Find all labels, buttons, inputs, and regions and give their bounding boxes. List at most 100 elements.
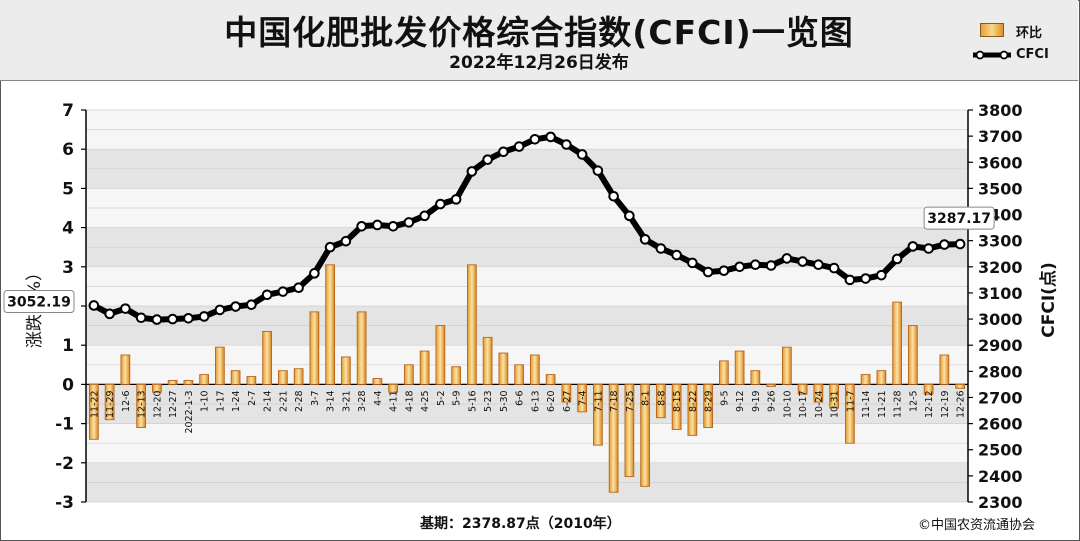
right-tick-label: 3200 [978, 258, 1023, 277]
right-tick-label: 3100 [978, 284, 1023, 303]
category-label: 11-14 [861, 390, 872, 418]
cfci-point [734, 261, 745, 273]
bar [136, 383, 146, 428]
cfci-point [860, 273, 871, 284]
cfci-point [214, 304, 226, 316]
bar [923, 383, 934, 395]
bar [782, 346, 792, 385]
category-label: 8-1 [641, 390, 652, 406]
category-label: 8-22 [688, 390, 699, 412]
cfci-point [687, 257, 698, 269]
bar [750, 370, 761, 385]
bar [388, 383, 398, 393]
category-label: 5-23 [483, 390, 494, 412]
cfci-point [529, 133, 541, 145]
bar [120, 354, 131, 385]
right-tick-label: 3600 [978, 153, 1023, 172]
chart-legend: 环比 CFCI [970, 18, 1074, 70]
category-label: 10-31 [830, 390, 841, 418]
right-tick-label: 3000 [978, 310, 1023, 329]
cfci-point [576, 149, 588, 160]
cfci-point [702, 266, 714, 278]
legend-bar-label: 环比 [1016, 26, 1043, 41]
legend-item-bar: 环比 [970, 20, 1074, 42]
bar [608, 383, 619, 493]
footer-copyright: ©中国农资流通协会 [918, 518, 1036, 533]
category-label: 11-22 [89, 390, 100, 418]
cfci-point [765, 260, 777, 271]
bar [435, 325, 446, 385]
chart-header: 中国化肥批发价格综合指数(CFCI)一览图 2022年12月26日发布 环比 C… [0, 0, 1078, 81]
cfci-point [450, 194, 462, 205]
legend-item-line: CFCI [970, 45, 1074, 67]
bar [451, 366, 461, 385]
bar [262, 331, 272, 385]
annotation-callout: 3052.19 [3, 289, 75, 313]
left-tick-label: 0 [62, 375, 74, 395]
category-label: 5-30 [499, 390, 510, 412]
cfci-point [876, 269, 887, 281]
cfci-point [309, 268, 320, 279]
bar [640, 383, 650, 487]
left-tick-label: 6 [62, 140, 74, 160]
bar [939, 354, 950, 385]
bar [860, 374, 871, 385]
bar [325, 264, 335, 385]
footer-basis: 基期：2378.87点（2010年） [420, 516, 621, 532]
category-label: 6-13 [530, 390, 541, 412]
legend-line-label: CFCI [1016, 47, 1049, 62]
left-tick-label: -3 [55, 493, 74, 513]
bar [104, 383, 115, 421]
bar [356, 311, 367, 385]
bar [719, 360, 729, 385]
category-label: 8-15 [672, 390, 683, 412]
cfci-point [498, 146, 509, 158]
bar [876, 370, 887, 385]
category-label: 1-24 [231, 390, 242, 412]
category-label: 11-29 [105, 390, 116, 418]
right-tick-label: 3700 [978, 127, 1023, 146]
bar [687, 383, 698, 436]
bar [498, 352, 509, 385]
legend-line-swatch [973, 50, 1011, 60]
cfci-point [135, 312, 147, 324]
cfci-point [198, 311, 210, 322]
bar [703, 383, 713, 428]
annotation-box [923, 206, 995, 230]
cfci-point [372, 219, 383, 231]
category-label: 10-17 [798, 390, 809, 418]
bar [514, 364, 524, 385]
category-label: 12-12 [924, 390, 935, 418]
bar [419, 350, 430, 385]
bar [230, 370, 241, 385]
category-label: 10-10 [782, 390, 793, 418]
category-label: 11-28 [893, 390, 904, 418]
cfci-point [750, 259, 761, 271]
right-axis-title: CFCI(点) [1038, 262, 1059, 337]
cfci-point [356, 220, 367, 232]
bar [530, 354, 540, 385]
right-tick-label: 2500 [978, 441, 1023, 460]
cfci-point [340, 235, 352, 247]
category-label: 2022-1-3 [184, 390, 195, 433]
category-label: 4-11 [389, 390, 400, 412]
category-label: 2-14 [263, 390, 274, 412]
bar [577, 383, 587, 413]
bar [467, 264, 477, 385]
bar [892, 301, 902, 385]
category-label: 12-5 [908, 390, 919, 412]
cfci-point [387, 220, 399, 232]
bar [309, 311, 320, 385]
annotation-box [3, 289, 75, 313]
legend-bar-swatch [980, 23, 1004, 37]
category-label: 6-27 [562, 390, 573, 412]
cfci-point [828, 262, 840, 274]
bar [341, 356, 351, 385]
category-label: 7-4 [578, 390, 589, 406]
cfci-point [718, 265, 730, 277]
category-label: 4-4 [373, 390, 384, 406]
cfci-point [230, 301, 241, 312]
bar [404, 364, 414, 385]
cfci-point [104, 308, 115, 320]
cfci-point [891, 253, 903, 265]
